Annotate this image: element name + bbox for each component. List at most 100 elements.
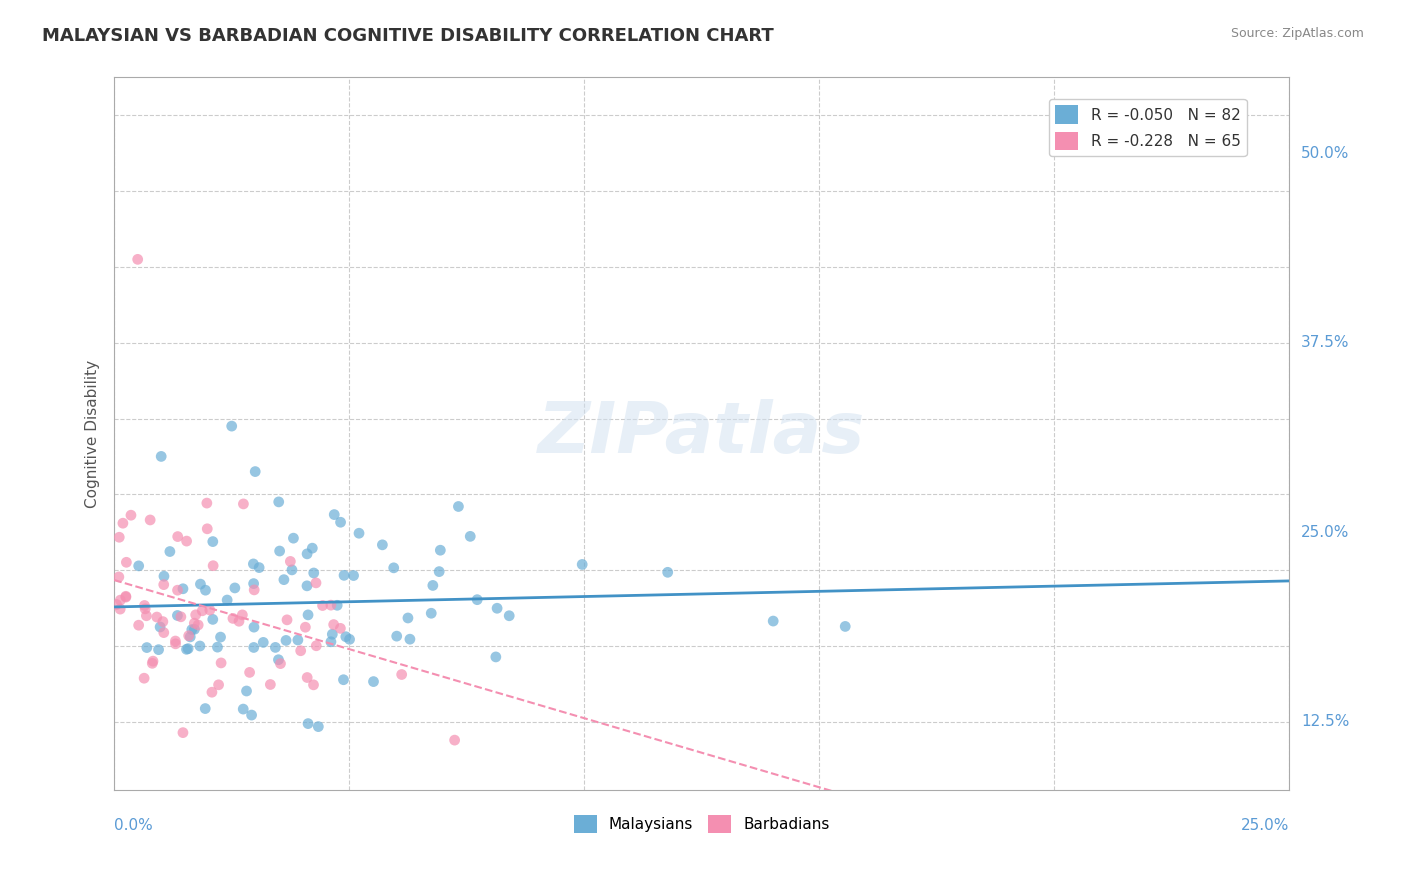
Point — [240, 708, 263, 723]
Point — [382, 561, 405, 575]
Point — [141, 657, 163, 671]
Point — [321, 627, 343, 641]
Point — [311, 599, 333, 613]
Point — [198, 603, 221, 617]
Point — [243, 620, 266, 634]
Point — [120, 508, 142, 523]
Point — [391, 667, 413, 681]
Point — [319, 598, 342, 612]
Point — [267, 653, 290, 667]
Point — [184, 607, 207, 622]
Point — [269, 657, 291, 671]
Point — [427, 565, 450, 579]
Point — [342, 568, 364, 582]
Point — [195, 522, 218, 536]
Point — [762, 614, 785, 628]
Point — [172, 582, 194, 596]
Point — [264, 640, 287, 655]
Point — [176, 642, 198, 657]
Point — [247, 560, 270, 574]
Point — [165, 634, 187, 648]
Legend: R = -0.050   N = 82, R = -0.228   N = 65: R = -0.050 N = 82, R = -0.228 N = 65 — [1049, 99, 1247, 156]
Point — [329, 621, 352, 635]
Point — [273, 573, 295, 587]
Point — [188, 639, 211, 653]
Point — [657, 566, 679, 580]
Point — [207, 640, 229, 654]
Point — [371, 538, 394, 552]
Point — [194, 701, 217, 715]
Text: 25.0%: 25.0% — [1241, 819, 1289, 833]
Point — [149, 620, 172, 634]
Point — [305, 639, 328, 653]
Point — [447, 500, 470, 514]
Y-axis label: Cognitive Disability: Cognitive Disability — [86, 359, 100, 508]
Point — [307, 720, 329, 734]
Text: ZIPatlas: ZIPatlas — [538, 400, 866, 468]
Point — [166, 608, 188, 623]
Point — [949, 805, 972, 820]
Point — [571, 558, 593, 572]
Point — [834, 619, 856, 633]
Point — [242, 557, 264, 571]
Point — [339, 632, 361, 647]
Point — [183, 623, 205, 637]
Point — [135, 640, 157, 655]
Point — [295, 547, 318, 561]
Point — [180, 623, 202, 637]
Point — [329, 515, 352, 529]
Point — [177, 641, 200, 656]
Point — [326, 599, 349, 613]
Point — [252, 635, 274, 649]
Point — [153, 569, 176, 583]
Point — [209, 630, 232, 644]
Point — [269, 544, 291, 558]
Point — [276, 613, 298, 627]
Point — [333, 568, 356, 582]
Point — [274, 633, 297, 648]
Text: MALAYSIAN VS BARBADIAN COGNITIVE DISABILITY CORRELATION CHART: MALAYSIAN VS BARBADIAN COGNITIVE DISABIL… — [42, 27, 773, 45]
Point — [243, 582, 266, 597]
Point — [420, 607, 443, 621]
Point — [108, 530, 131, 544]
Point — [222, 611, 245, 625]
Text: 50.0%: 50.0% — [1301, 145, 1350, 161]
Point — [201, 685, 224, 699]
Text: Source: ZipAtlas.com: Source: ZipAtlas.com — [1230, 27, 1364, 40]
Point — [294, 620, 316, 634]
Point — [287, 632, 309, 647]
Point — [201, 612, 224, 626]
Point — [148, 642, 170, 657]
Point — [111, 516, 134, 531]
Point — [142, 654, 165, 668]
Point — [110, 593, 132, 607]
Point — [187, 618, 209, 632]
Point — [221, 419, 243, 434]
Point — [165, 637, 187, 651]
Point — [429, 543, 451, 558]
Point — [166, 530, 188, 544]
Point — [152, 625, 174, 640]
Point — [235, 684, 257, 698]
Point — [259, 677, 281, 691]
Point — [134, 599, 156, 613]
Point — [224, 581, 246, 595]
Point — [159, 544, 181, 558]
Point — [363, 674, 385, 689]
Point — [332, 673, 354, 687]
Point — [498, 608, 520, 623]
Point — [322, 617, 344, 632]
Point — [295, 671, 318, 685]
Point — [176, 534, 198, 549]
Text: 12.5%: 12.5% — [1301, 714, 1350, 729]
Point — [485, 649, 508, 664]
Point — [385, 629, 408, 643]
Point — [166, 583, 188, 598]
Point — [242, 576, 264, 591]
Point — [128, 558, 150, 573]
Point — [194, 583, 217, 598]
Point — [191, 604, 214, 618]
Point — [283, 531, 305, 545]
Point — [108, 602, 131, 616]
Point — [115, 555, 138, 569]
